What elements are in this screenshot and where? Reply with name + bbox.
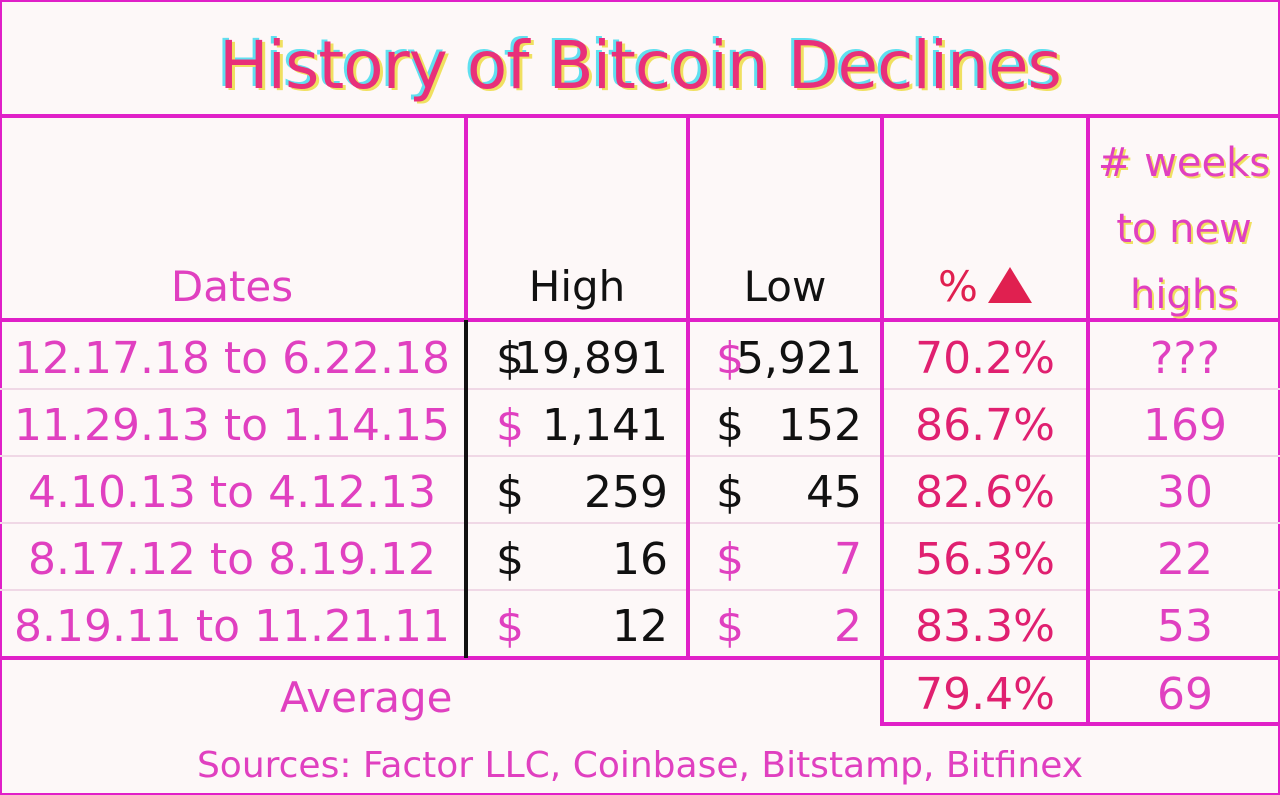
header-weeks-line1: # weeks <box>1097 140 1271 186</box>
chart-title: History of Bitcoin Declines <box>219 27 1062 104</box>
row-separator <box>0 455 1280 457</box>
row-low: $45 <box>716 460 862 526</box>
row-high-value: 12 <box>612 601 668 652</box>
header-high: High <box>528 262 626 311</box>
body-bottom-line <box>0 656 1280 660</box>
row-low: $2 <box>716 594 862 660</box>
col-divider-high <box>686 118 690 658</box>
row-dates: 8.17.12 to 8.19.12 <box>27 534 437 585</box>
col-divider-dates-body <box>464 320 468 658</box>
row-low-dollar: $ <box>716 534 744 585</box>
row-low-dollar: $ <box>716 400 744 451</box>
row-low-dollar: $ <box>716 601 744 652</box>
row-high: $16 <box>496 527 668 593</box>
row-high-dollar: $ <box>496 400 524 451</box>
row-weeks: 22 <box>1157 534 1213 585</box>
row-low: $7 <box>716 527 862 593</box>
row-weeks: 53 <box>1157 601 1213 652</box>
row-dates: 12.17.18 to 6.22.18 <box>13 333 451 384</box>
header-pct-label: % <box>938 262 978 311</box>
col-divider-low <box>880 118 884 726</box>
header-bottom-line <box>0 318 1280 322</box>
row-separator <box>0 589 1280 591</box>
col-divider-dates <box>464 118 468 318</box>
up-triangle-icon <box>987 267 1032 303</box>
sources-note: Sources: Factor LLC, Coinbase, Bitstamp,… <box>196 745 1084 786</box>
row-low-value: 2 <box>834 601 862 652</box>
row-high-dollar: $ <box>496 333 524 384</box>
row-low-value: 45 <box>806 467 862 518</box>
row-pct: 86.7% <box>915 400 1055 451</box>
row-high-value: 1,141 <box>542 400 668 451</box>
average-pct: 79.4% <box>915 669 1055 720</box>
header-weeks-line3: highs <box>1129 272 1239 318</box>
row-high: $1,141 <box>496 393 668 459</box>
row-pct: 82.6% <box>915 467 1055 518</box>
row-low-dollar: $ <box>716 467 744 518</box>
row-high: $12 <box>496 594 668 660</box>
header-weeks-line2: to new <box>1116 206 1252 252</box>
row-low-value: 5,921 <box>736 333 862 384</box>
header-weeks: # weeks to new highs <box>1092 130 1276 328</box>
row-low-value: 7 <box>834 534 862 585</box>
header-dates: Dates <box>170 262 294 311</box>
row-high-dollar: $ <box>496 534 524 585</box>
row-weeks: ??? <box>1149 333 1221 384</box>
row-high: $259 <box>496 460 668 526</box>
row-weeks: 30 <box>1157 467 1213 518</box>
row-high-dollar: $ <box>496 467 524 518</box>
col-divider-pct <box>1086 118 1090 726</box>
row-high-value: 19,891 <box>514 333 668 384</box>
row-dates: 4.10.13 to 4.12.13 <box>27 467 437 518</box>
header-pct: % <box>884 262 1086 311</box>
row-low: $152 <box>716 393 862 459</box>
row-pct: 83.3% <box>915 601 1055 652</box>
header-top-line <box>0 114 1280 118</box>
row-pct: 70.2% <box>915 333 1055 384</box>
header-low: Low <box>743 262 827 311</box>
row-high-value: 259 <box>584 467 668 518</box>
row-high-dollar: $ <box>496 601 524 652</box>
row-low-value: 152 <box>778 400 862 451</box>
row-dates: 8.19.11 to 11.21.11 <box>13 601 451 652</box>
average-weeks: 69 <box>1157 669 1213 720</box>
row-high: $19,891 <box>496 326 668 392</box>
row-separator <box>0 522 1280 524</box>
row-separator <box>0 388 1280 390</box>
average-label: Average <box>280 673 453 722</box>
row-pct: 56.3% <box>915 534 1055 585</box>
row-high-value: 16 <box>612 534 668 585</box>
row-dates: 11.29.13 to 1.14.15 <box>13 400 451 451</box>
row-low-dollar: $ <box>716 333 744 384</box>
average-bottom-line <box>882 722 1280 726</box>
row-weeks: 169 <box>1143 400 1227 451</box>
row-low: $5,921 <box>716 326 862 392</box>
